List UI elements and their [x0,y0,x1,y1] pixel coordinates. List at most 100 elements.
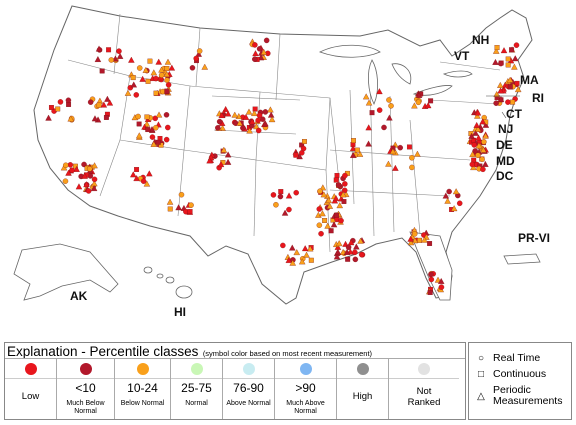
periodic-site [357,237,364,244]
periodic-site [306,245,314,252]
periodic-site [336,202,344,209]
periodic-site [319,210,326,217]
periodic-site [442,192,450,199]
circle-icon: ○ [477,353,485,364]
periodic-site [90,185,98,192]
periodic-site [73,165,80,172]
square-icon: □ [477,369,485,380]
label-md: MD [496,154,515,168]
realtime-site [87,99,94,105]
realtime-site [164,77,170,83]
legend-class-4: 76-90 Above Normal [223,358,275,419]
periodic-site [450,205,458,212]
label-nj: NJ [498,122,513,136]
realtime-site [381,124,387,131]
periodic-site [116,52,124,59]
realtime-site [415,99,422,106]
continuous-site [341,199,347,204]
legend-class-label: Low [21,391,40,402]
continuous-site [134,167,140,172]
realtime-site [108,57,115,63]
realtime-site [456,200,463,207]
symbol-continuous: □ Continuous [475,369,546,381]
continuous-site [155,139,161,145]
legend-class-sub: Normal [185,400,208,407]
legend-class-3: 25-75 Normal [171,358,223,419]
continuous-site [334,212,339,218]
periodic-site [150,140,158,147]
realtime-site [263,37,270,44]
periodic-site [220,146,228,153]
continuous-site [167,206,173,212]
periodic-site [335,240,343,247]
periodic-site [65,169,72,176]
continuous-site [106,47,112,53]
realtime-site [149,134,156,140]
legend-class-label: Not Ranked [407,386,441,408]
symbol-real-time-label: Real Time [493,352,541,364]
continuous-site [55,106,61,112]
realtime-site [293,189,299,196]
legend-class-6: High [337,358,389,419]
realtime-site [188,202,194,208]
realtime-site [316,222,323,228]
realtime-site [388,103,394,109]
periodic-site [349,145,357,152]
periodic-site [285,256,293,263]
periodic-site [83,181,90,188]
triangle-icon: △ [477,391,485,402]
hawaii-outline [143,266,193,299]
realtime-site [428,276,435,283]
realtime-site [300,145,307,152]
periodic-site [45,114,52,121]
percentile-legend: Explanation - Percentile classes (symbol… [4,342,466,420]
label-ri: RI [532,91,544,105]
realtime-site [438,284,445,290]
periodic-site [201,63,209,70]
continuous-site [334,173,340,178]
continuous-site [164,66,170,71]
legend-class-5: >90 Much Above Normal [275,358,337,419]
periodic-site [289,259,296,266]
legend-class-sub: Below Normal [120,400,165,407]
periodic-site [75,183,83,190]
realtime-site [133,92,140,98]
continuous-site [509,47,515,53]
legend-class-label: 10-24 [127,381,158,395]
periodic-site [392,164,399,171]
realtime-site [397,144,403,151]
periodic-site [91,162,98,169]
periodic-site [206,157,213,164]
periodic-site [472,129,479,136]
periodic-site [325,197,332,203]
realtime-site [480,166,486,173]
periodic-site [320,191,328,198]
label-prvi: PR-VI [518,231,550,245]
realtime-site [345,244,352,251]
periodic-site [217,161,225,168]
label-ct: CT [506,107,523,121]
realtime-site [165,82,172,88]
periodic-site [474,125,482,132]
periodic-site [81,172,88,179]
periodic-site [298,258,306,265]
realtime-site [193,55,199,62]
continuous-site [164,88,170,94]
periodic-site [175,204,182,211]
periodic-site [293,249,301,256]
realtime-site [270,192,277,198]
continuous-site [369,110,375,116]
legend-class-label: >90 [295,381,316,395]
continuous-site [507,84,513,90]
realtime-site [341,187,348,194]
continuous-site [252,106,258,112]
periodic-site [479,118,486,125]
periodic-site [67,115,74,122]
realtime-site [256,46,263,52]
realtime-site [85,188,92,194]
realtime-site [216,118,223,125]
realtime-site [163,112,170,118]
continuous-site [308,257,314,263]
realtime-site [262,109,269,115]
symbol-periodic: △ Periodic Measurements [475,385,567,407]
